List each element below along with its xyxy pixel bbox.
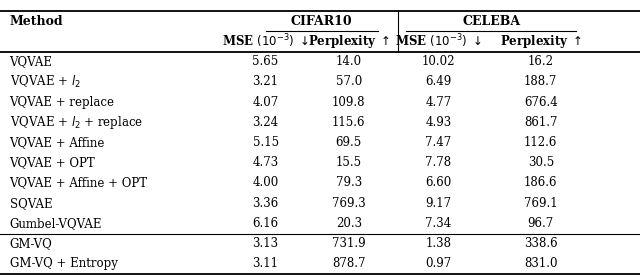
Text: 7.47: 7.47 (425, 136, 452, 149)
Text: CIFAR10: CIFAR10 (291, 15, 353, 28)
Text: 7.34: 7.34 (425, 217, 452, 230)
Text: 79.3: 79.3 (335, 176, 362, 189)
Text: 6.60: 6.60 (425, 176, 452, 189)
Text: 115.6: 115.6 (332, 116, 365, 129)
Text: 5.15: 5.15 (253, 136, 278, 149)
Text: 769.3: 769.3 (332, 197, 365, 210)
Text: 3.36: 3.36 (252, 197, 279, 210)
Text: 769.1: 769.1 (524, 197, 557, 210)
Text: Perplexity $\uparrow$: Perplexity $\uparrow$ (500, 33, 582, 50)
Text: 188.7: 188.7 (524, 75, 557, 88)
Text: 112.6: 112.6 (524, 136, 557, 149)
Text: 30.5: 30.5 (527, 156, 554, 169)
Text: 1.38: 1.38 (426, 237, 451, 250)
Text: 96.7: 96.7 (527, 217, 554, 230)
Text: 878.7: 878.7 (332, 257, 365, 270)
Text: MSE $(10^{-3})$ $\downarrow$: MSE $(10^{-3})$ $\downarrow$ (222, 33, 309, 50)
Text: 5.65: 5.65 (252, 55, 279, 68)
Text: 186.6: 186.6 (524, 176, 557, 189)
Text: 69.5: 69.5 (335, 136, 362, 149)
Text: GM-VQ: GM-VQ (10, 237, 52, 250)
Text: 3.21: 3.21 (253, 75, 278, 88)
Text: 20.3: 20.3 (336, 217, 362, 230)
Text: 0.97: 0.97 (425, 257, 452, 270)
Text: 338.6: 338.6 (524, 237, 557, 250)
Text: 4.77: 4.77 (425, 96, 452, 109)
Text: VQVAE + $l_2$ + replace: VQVAE + $l_2$ + replace (10, 114, 143, 131)
Text: 4.00: 4.00 (252, 176, 279, 189)
Text: 4.73: 4.73 (252, 156, 279, 169)
Text: 6.49: 6.49 (425, 75, 452, 88)
Text: SQVAE: SQVAE (10, 197, 52, 210)
Text: 3.24: 3.24 (253, 116, 278, 129)
Text: GM-VQ + Entropy: GM-VQ + Entropy (10, 257, 118, 270)
Text: VQVAE: VQVAE (10, 55, 52, 68)
Text: VQVAE + Affine + OPT: VQVAE + Affine + OPT (10, 176, 148, 189)
Text: 831.0: 831.0 (524, 257, 557, 270)
Text: 861.7: 861.7 (524, 116, 557, 129)
Text: Perplexity $\uparrow$: Perplexity $\uparrow$ (308, 33, 390, 50)
Text: VQVAE + Affine: VQVAE + Affine (10, 136, 105, 149)
Text: 4.07: 4.07 (252, 96, 279, 109)
Text: 731.9: 731.9 (332, 237, 365, 250)
Text: 676.4: 676.4 (524, 96, 557, 109)
Text: 3.11: 3.11 (253, 257, 278, 270)
Text: 16.2: 16.2 (528, 55, 554, 68)
Text: 9.17: 9.17 (426, 197, 451, 210)
Text: CELEBA: CELEBA (462, 15, 520, 28)
Text: 10.02: 10.02 (422, 55, 455, 68)
Text: 4.93: 4.93 (425, 116, 452, 129)
Text: VQVAE + $l_2$: VQVAE + $l_2$ (10, 74, 81, 90)
Text: 109.8: 109.8 (332, 96, 365, 109)
Text: 57.0: 57.0 (335, 75, 362, 88)
Text: 6.16: 6.16 (253, 217, 278, 230)
Text: 14.0: 14.0 (336, 55, 362, 68)
Text: 7.78: 7.78 (426, 156, 451, 169)
Text: MSE $(10^{-3})$ $\downarrow$: MSE $(10^{-3})$ $\downarrow$ (395, 33, 482, 50)
Text: 3.13: 3.13 (253, 237, 278, 250)
Text: Method: Method (10, 15, 63, 28)
Text: VQVAE + OPT: VQVAE + OPT (10, 156, 95, 169)
Text: VQVAE + replace: VQVAE + replace (10, 96, 115, 109)
Text: 15.5: 15.5 (336, 156, 362, 169)
Text: Gumbel-VQVAE: Gumbel-VQVAE (10, 217, 102, 230)
